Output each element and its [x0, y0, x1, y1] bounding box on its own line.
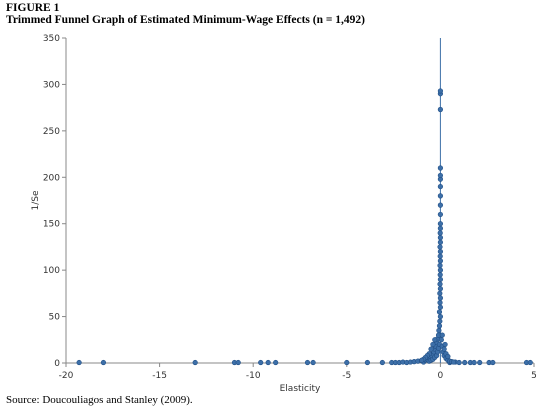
data-point [436, 309, 443, 315]
data-point [437, 244, 443, 250]
data-points [76, 88, 533, 366]
data-point [437, 221, 444, 227]
x-tick-label: -15 [152, 371, 167, 381]
data-point [437, 281, 443, 287]
data-point [441, 346, 447, 352]
data-point [445, 353, 451, 360]
data-point [437, 313, 444, 320]
y-tick-label: 350 [43, 34, 60, 44]
data-point [437, 276, 444, 283]
data-point [490, 359, 496, 366]
figure-label: FIGURE 1 [6, 2, 60, 14]
data-point [437, 286, 444, 292]
data-point [527, 359, 533, 366]
data-point [192, 359, 198, 366]
x-tick-label: 0 [438, 371, 444, 381]
data-point [477, 359, 483, 366]
data-point [432, 337, 438, 343]
y-tick-label: 250 [43, 127, 60, 137]
data-point [437, 295, 444, 301]
data-point [442, 341, 448, 348]
x-tick-label: -20 [59, 371, 74, 381]
data-point [310, 359, 316, 366]
data-point [437, 202, 444, 208]
data-point [437, 165, 444, 171]
data-point [437, 239, 444, 245]
x-axis-label: Elasticity [280, 384, 321, 394]
x-tick-label: -10 [246, 371, 261, 381]
data-point [344, 359, 350, 366]
data-point [450, 359, 457, 365]
data-point [437, 211, 444, 218]
y-tick-label: 300 [43, 80, 60, 90]
data-point [437, 88, 444, 94]
y-axis-label: 1/Se [31, 190, 41, 210]
data-point [437, 318, 443, 324]
data-point [364, 359, 370, 366]
data-point [437, 300, 443, 306]
data-point [437, 304, 444, 310]
y-tick-label: 100 [43, 266, 60, 276]
data-point [437, 272, 443, 278]
data-point [437, 230, 443, 236]
axes: 0 50 100 150 200 250 300 350 -20 -15 -10 -5 0 5 Elasti… [31, 34, 537, 394]
data-point [436, 323, 443, 329]
y-tick-label: 150 [43, 220, 60, 230]
y-tick-label: 0 [54, 359, 60, 369]
data-point [437, 183, 444, 190]
data-point [419, 357, 425, 363]
figure-title: Trimmed Funnel Graph of Estimated Minimu… [6, 14, 365, 26]
figure-source: Source: Doucouliagos and Stanley (2009). [6, 394, 193, 406]
data-point [437, 267, 444, 273]
data-point [273, 359, 279, 366]
data-point [76, 359, 82, 366]
data-point [437, 172, 444, 179]
data-point [379, 359, 385, 366]
data-point [437, 248, 444, 255]
data-point [437, 235, 444, 241]
data-point [437, 253, 443, 259]
x-tick-label: -5 [342, 371, 351, 381]
y-tick-label: 50 [49, 313, 61, 323]
data-point [304, 359, 311, 366]
data-point [471, 359, 477, 366]
data-point [456, 359, 462, 366]
data-point [437, 225, 444, 231]
data-point [428, 346, 434, 352]
data-point [235, 359, 241, 366]
data-point [437, 258, 444, 264]
data-point [265, 359, 271, 366]
data-point [430, 341, 436, 348]
data-point [100, 359, 107, 366]
data-point [437, 290, 443, 296]
data-point [436, 327, 442, 334]
data-point [439, 332, 445, 338]
x-tick-label: 5 [531, 371, 537, 381]
data-point [437, 193, 444, 199]
data-point [437, 106, 444, 113]
y-tick-label: 200 [43, 173, 60, 183]
data-point [462, 359, 468, 366]
data-point [437, 262, 443, 269]
data-point [258, 359, 264, 366]
data-point [438, 337, 444, 343]
